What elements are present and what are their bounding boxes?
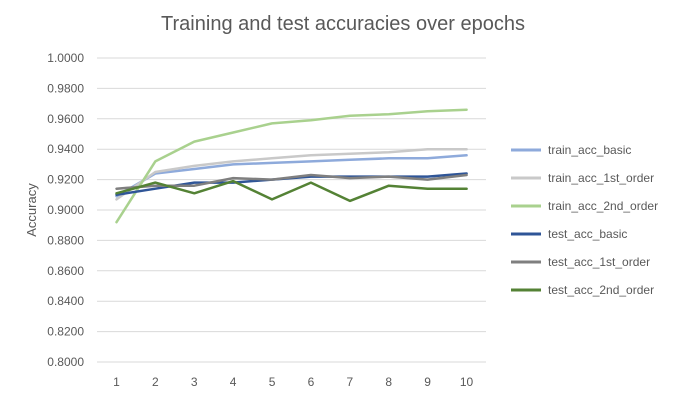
series-line-train-acc-1st-order xyxy=(115,147,468,201)
gridlines xyxy=(97,57,486,363)
legend-label: test_acc_1st_order xyxy=(548,255,650,269)
y-tick-label: 0.9400 xyxy=(47,142,84,156)
x-axis-ticks: 1 2 3 4 5 6 7 8 9 10 xyxy=(113,375,473,389)
y-tick-label: 0.8400 xyxy=(47,294,84,308)
x-tick-label: 4 xyxy=(230,375,237,389)
y-tick-label: 0.9200 xyxy=(47,173,84,187)
y-tick-label: 0.8800 xyxy=(47,233,84,247)
y-tick-label: 0.8000 xyxy=(47,355,84,369)
legend-label: train_acc_2nd_order xyxy=(548,199,658,213)
y-tick-label: 0.9000 xyxy=(47,203,84,217)
x-tick-label: 3 xyxy=(191,375,198,389)
series-line-test-acc-1st-order xyxy=(115,173,468,190)
y-tick-label: 0.8600 xyxy=(47,264,84,278)
x-tick-label: 2 xyxy=(152,375,159,389)
legend-label: train_acc_basic xyxy=(548,143,631,157)
y-tick-label: 0.9800 xyxy=(47,81,84,95)
series-line-train-acc-2nd-order xyxy=(115,108,468,224)
y-tick-label: 0.9600 xyxy=(47,112,84,126)
legend-label: test_acc_2nd_order xyxy=(548,283,654,297)
legend-label: test_acc_basic xyxy=(548,227,627,241)
y-tick-label: 0.8200 xyxy=(47,325,84,339)
x-tick-label: 9 xyxy=(424,375,431,389)
x-tick-label: 5 xyxy=(269,375,276,389)
chart-title: Training and test accuracies over epochs xyxy=(161,13,525,35)
x-tick-label: 6 xyxy=(308,375,315,389)
legend: train_acc_basic train_acc_1st_order train_… xyxy=(511,143,658,297)
x-tick-label: 7 xyxy=(347,375,354,389)
y-tick-label: 1.0000 xyxy=(47,51,84,65)
legend-label: train_acc_1st_order xyxy=(548,171,654,185)
series-line-test-acc-2nd-order xyxy=(115,179,468,203)
y-axis-label: Accuracy xyxy=(24,183,39,237)
x-tick-label: 10 xyxy=(460,375,474,389)
y-axis-ticks: 0.8000 0.8200 0.8400 0.8600 0.8800 0.9000 0.92… xyxy=(47,51,84,369)
x-tick-label: 1 xyxy=(113,375,120,389)
series-lines xyxy=(115,108,468,224)
series-line-train-acc-basic xyxy=(115,154,468,198)
x-tick-label: 8 xyxy=(385,375,392,389)
